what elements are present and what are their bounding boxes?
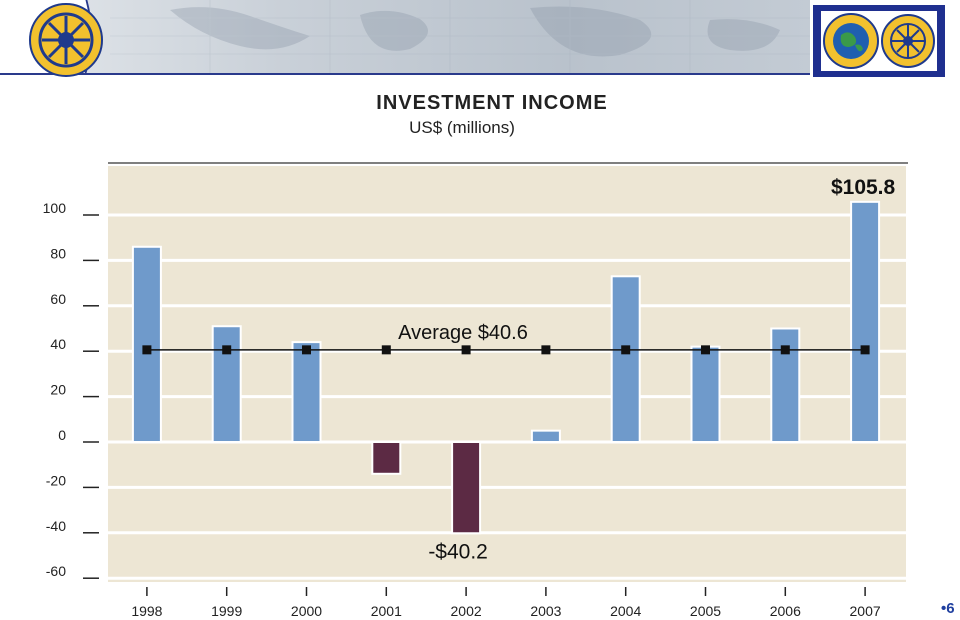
average-marker	[860, 345, 870, 355]
y-tick-label: 60	[50, 291, 66, 307]
page-number: •6	[941, 600, 955, 617]
x-tick-label: 2002	[451, 603, 482, 619]
x-tick-label: 1998	[131, 603, 162, 619]
y-tick-label: -60	[46, 563, 66, 579]
bar-2005	[690, 345, 721, 443]
bar-2000	[291, 341, 322, 443]
x-tick-label: 2005	[690, 603, 721, 619]
y-tick-label: -40	[46, 518, 66, 534]
rotary-wheel-logo	[29, 3, 103, 77]
average-marker	[381, 345, 391, 355]
average-marker	[142, 345, 152, 355]
average-label: Average $40.6	[398, 322, 528, 344]
bar-1999	[211, 325, 242, 443]
rotary-wheel-logo-small	[881, 14, 935, 68]
x-tick-label: 1999	[211, 603, 242, 619]
chart-title: INVESTMENT INCOME	[376, 92, 608, 114]
x-tick-label: 2006	[770, 603, 801, 619]
bar-2004	[610, 275, 641, 444]
x-tick-label: 2007	[850, 603, 881, 619]
logo-box	[813, 5, 945, 77]
average-marker	[780, 345, 790, 355]
average-marker	[541, 345, 551, 355]
chart-subtitle: US$ (millions)	[409, 118, 515, 137]
bar-chart: 100 80 60 40 20 0 -20 -40 -60 1998 1999 2000 2001 200…	[43, 162, 908, 619]
rotary-foundation-globe-logo	[823, 13, 879, 69]
x-tick-label: 2003	[530, 603, 561, 619]
world-map-graphic	[110, 0, 810, 73]
y-tick-label: 20	[50, 382, 66, 398]
average-marker	[621, 345, 631, 355]
bar-2001	[371, 441, 402, 475]
y-tick-label: 100	[43, 200, 67, 216]
x-tick-label: 2004	[610, 603, 641, 619]
y-tick-label: 40	[50, 336, 66, 352]
x-tick-label: 2000	[291, 603, 322, 619]
y-tick-label: -20	[46, 472, 66, 488]
x-tick-label: 2001	[371, 603, 402, 619]
average-marker	[701, 345, 710, 355]
data-label-2007: $105.8	[831, 176, 896, 199]
bar-2002	[451, 441, 482, 535]
average-marker	[302, 345, 311, 355]
average-marker	[222, 345, 232, 355]
bar-1998	[131, 245, 162, 443]
y-tick-label: 80	[50, 245, 66, 261]
header-banner	[0, 0, 810, 75]
bar-2003	[530, 429, 561, 443]
data-label-2002: -$40.2	[428, 540, 488, 563]
bar-2007	[850, 200, 881, 443]
y-tick-label: 0	[58, 427, 66, 443]
average-marker	[461, 345, 471, 355]
